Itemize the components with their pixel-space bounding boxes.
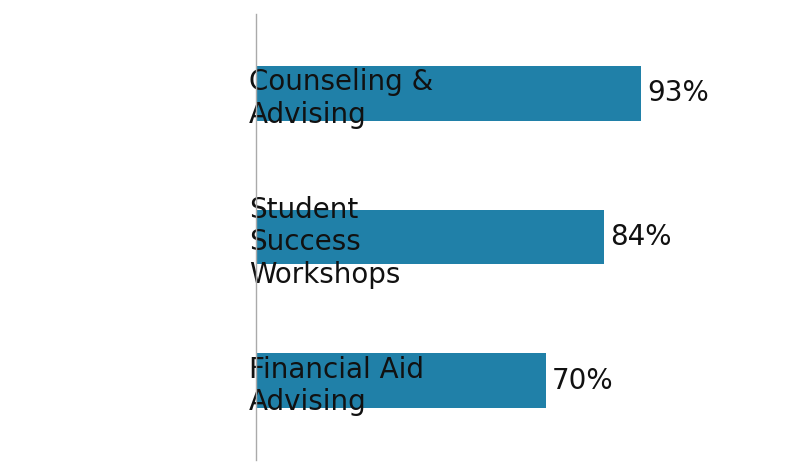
Bar: [256, 210, 604, 264]
Text: 70%: 70%: [552, 367, 614, 395]
Text: 84%: 84%: [610, 223, 672, 251]
Text: 93%: 93%: [647, 79, 710, 107]
Bar: [256, 66, 642, 120]
Bar: [256, 354, 546, 408]
